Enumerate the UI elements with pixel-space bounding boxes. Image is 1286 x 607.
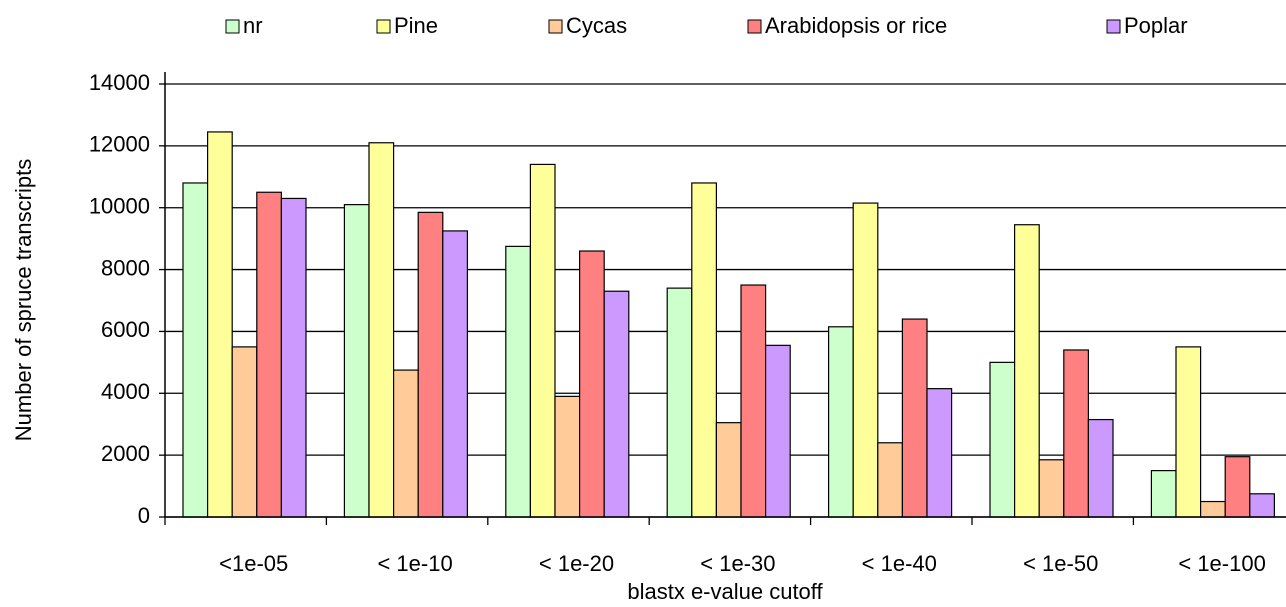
legend-label: Arabidopsis or rice [765,13,947,38]
bar [1175,346,1202,518]
x-tick-label: < 1e-30 [700,551,775,576]
legend-swatch [1106,19,1121,34]
y-tick-label: 12000 [89,132,150,157]
bar [764,344,791,518]
bar [1199,500,1226,518]
bar [393,369,419,518]
y-tick-label: 0 [138,503,150,528]
bar [1224,456,1251,518]
x-tick-label: < 1e-10 [377,551,452,576]
bar [1038,459,1065,518]
bar [666,287,693,518]
bar [603,290,630,518]
bar [182,182,209,518]
legend-swatch [225,19,240,34]
y-tick-label: 14000 [89,70,150,95]
x-tick-label: < 1e-40 [862,551,937,576]
y-tick-label: 2000 [101,441,150,466]
bar [740,284,767,518]
bar [901,318,928,518]
bar [715,422,742,518]
x-axis-title: blastx e-value cutoff [627,579,823,604]
bar [1063,349,1090,518]
x-tick-label: <1e-05 [219,551,288,576]
bar [1150,470,1177,518]
bar [691,182,717,518]
bar [852,202,879,518]
legend-swatch [376,19,391,34]
bar [1249,493,1276,518]
bar [505,245,531,518]
legend-label: Poplar [1124,13,1188,38]
bar [231,346,258,518]
bar [368,142,395,518]
x-tick-label: < 1e-20 [539,551,614,576]
bar [877,442,903,518]
legend-label: nr [243,13,263,38]
bar [256,191,282,518]
legend-swatch [548,19,563,34]
bar [926,388,953,518]
bar [578,250,605,518]
x-tick-label: < 1e-100 [1178,551,1265,576]
y-axis-title: Number of spruce transcripts [11,159,36,441]
bar [554,395,581,518]
y-tick-label: 4000 [101,379,150,404]
bar [1087,418,1114,518]
y-tick-label: 10000 [89,194,150,219]
legend-label: Cycas [566,13,627,38]
bar [280,197,307,518]
bar [207,131,233,518]
bar [827,326,854,518]
bar [343,204,370,518]
bar [1013,224,1040,518]
bar [417,211,444,518]
legend-label: Pine [394,13,438,38]
x-tick-label: < 1e-50 [1023,551,1098,576]
y-tick-label: 6000 [101,317,150,342]
bar [442,230,468,518]
legend-swatch [747,19,762,34]
bar [529,163,556,518]
bar [989,361,1016,518]
y-tick-label: 8000 [101,255,150,280]
